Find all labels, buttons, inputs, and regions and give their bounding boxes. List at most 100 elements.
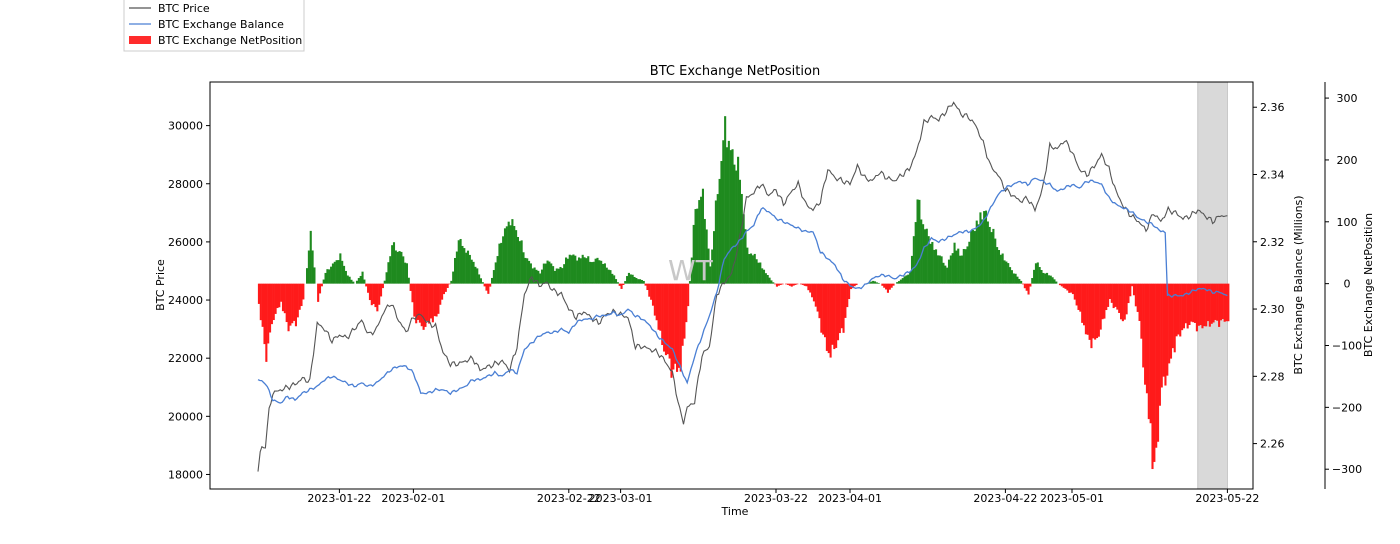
- netposition-bar: [1079, 283, 1082, 312]
- netposition-bar: [907, 274, 910, 284]
- netposition-bar: [733, 164, 736, 284]
- netposition-bar: [461, 245, 464, 284]
- netposition-bar: [609, 270, 612, 284]
- netposition-bar: [479, 278, 482, 284]
- netposition-bar: [1036, 262, 1039, 284]
- netposition-bar: [500, 242, 503, 284]
- netposition-bar: [683, 283, 686, 339]
- netposition-bar: [1020, 280, 1023, 284]
- netposition-bar: [326, 269, 329, 284]
- netposition-bar: [563, 264, 566, 284]
- netposition-bar: [553, 270, 556, 284]
- netposition-bar: [1068, 283, 1071, 293]
- netposition-bar: [437, 283, 440, 314]
- netposition-bar: [293, 283, 296, 321]
- netposition-bar: [844, 283, 847, 318]
- netposition-bar: [688, 281, 692, 284]
- netposition-bar: [622, 283, 625, 285]
- netposition-bar: [953, 242, 956, 284]
- netposition-bar: [385, 272, 388, 284]
- netposition-tick-label: 100: [1337, 216, 1358, 229]
- netposition-bar: [1144, 283, 1147, 385]
- netposition-bar: [829, 283, 832, 358]
- balance-tick-label: 2.30: [1260, 303, 1285, 316]
- netposition-bar: [788, 283, 791, 286]
- netposition-bar: [690, 257, 693, 284]
- netposition-bar: [409, 283, 412, 291]
- netposition-bar: [825, 283, 828, 351]
- netposition-bar: [552, 266, 555, 284]
- netposition-bar: [1018, 278, 1021, 284]
- netposition-bar: [1009, 267, 1012, 284]
- netposition-bar: [1131, 283, 1134, 287]
- netposition-bar: [883, 283, 886, 288]
- plot-frame: [209, 81, 1254, 490]
- netposition-bar: [920, 219, 923, 284]
- netposition-bar: [267, 283, 270, 344]
- netposition-bar: [618, 283, 621, 286]
- netposition-bar: [448, 283, 451, 285]
- netposition-bar: [602, 264, 605, 284]
- netposition-bar: [1120, 283, 1123, 320]
- netposition-bar: [644, 283, 647, 286]
- netposition-bar: [368, 283, 371, 301]
- netposition-bar: [313, 267, 316, 284]
- balance-tick-label: 2.28: [1260, 370, 1285, 383]
- netposition-bar: [496, 256, 499, 284]
- netposition-bar: [1179, 283, 1182, 337]
- netposition-bar: [803, 283, 806, 286]
- netposition-bar: [1110, 283, 1113, 303]
- netposition-bar: [1105, 283, 1108, 311]
- netposition-bar: [402, 256, 405, 284]
- netposition-bar: [659, 283, 662, 331]
- netposition-bar: [979, 212, 982, 284]
- netposition-bar: [687, 283, 690, 307]
- netposition-bar: [1169, 283, 1173, 359]
- netposition-bar: [988, 226, 991, 284]
- netposition-bar: [459, 238, 462, 284]
- legend-swatch-netposition: [129, 36, 151, 44]
- netposition-bar: [585, 258, 588, 284]
- netposition-bar: [1084, 283, 1087, 335]
- netposition-bar: [653, 283, 656, 316]
- netposition-bar: [620, 283, 623, 289]
- netposition-bar: [394, 250, 397, 284]
- netposition-bar: [1116, 283, 1119, 310]
- netposition-bar: [722, 140, 725, 284]
- netposition-bar: [929, 243, 932, 284]
- netposition-bar: [1114, 283, 1117, 307]
- netposition-bar: [1164, 283, 1167, 386]
- netposition-bar: [935, 249, 938, 284]
- netposition-bar: [531, 268, 534, 284]
- netposition-bar: [318, 283, 322, 294]
- netposition-bar: [589, 261, 592, 284]
- netposition-bar: [922, 224, 925, 284]
- price-tick-label: 18000: [168, 468, 203, 481]
- netposition-bar: [1014, 273, 1017, 284]
- netposition-bar: [478, 274, 481, 284]
- netposition-bar: [814, 283, 817, 307]
- netposition-bar: [418, 283, 421, 323]
- netposition-bar: [520, 240, 523, 284]
- netposition-bar: [566, 258, 569, 284]
- netposition-bar: [899, 279, 902, 284]
- netposition-bar: [505, 226, 508, 284]
- netposition-bar: [903, 276, 906, 284]
- netposition-bar: [933, 249, 936, 284]
- netposition-bar: [1058, 283, 1062, 286]
- price-tick-label: 30000: [168, 120, 203, 133]
- netposition-bar: [572, 254, 575, 284]
- netposition-bar: [1140, 283, 1143, 339]
- netposition-bar: [1192, 283, 1195, 323]
- netposition-bar: [1107, 283, 1110, 307]
- netposition-bar: [1216, 283, 1219, 321]
- netposition-bar: [877, 282, 880, 284]
- netposition-bar: [1038, 267, 1041, 284]
- netposition-bar: [709, 266, 712, 284]
- x-axis-label: Time: [721, 505, 749, 518]
- netposition-bar: [790, 283, 793, 287]
- netposition-bar: [748, 254, 751, 284]
- netposition-bar: [518, 241, 521, 284]
- netposition-bar: [333, 261, 336, 284]
- netposition-bar: [511, 219, 514, 284]
